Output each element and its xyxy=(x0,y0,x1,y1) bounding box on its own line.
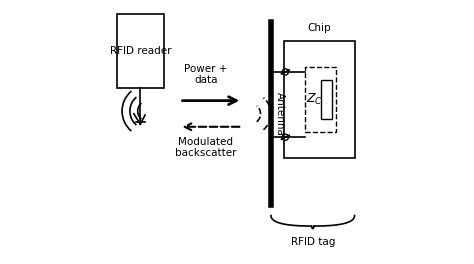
Text: RFID reader: RFID reader xyxy=(109,46,171,56)
FancyBboxPatch shape xyxy=(305,67,336,132)
Text: Power +
data: Power + data xyxy=(184,64,228,85)
Text: Chip: Chip xyxy=(308,22,331,32)
Text: Z$_C$: Z$_C$ xyxy=(306,92,323,107)
FancyBboxPatch shape xyxy=(320,80,332,119)
Text: Modulated
backscatter: Modulated backscatter xyxy=(175,137,237,158)
Text: RFID tag: RFID tag xyxy=(291,237,335,247)
FancyBboxPatch shape xyxy=(117,15,164,88)
Text: Antenna: Antenna xyxy=(275,92,285,136)
FancyBboxPatch shape xyxy=(284,41,355,158)
